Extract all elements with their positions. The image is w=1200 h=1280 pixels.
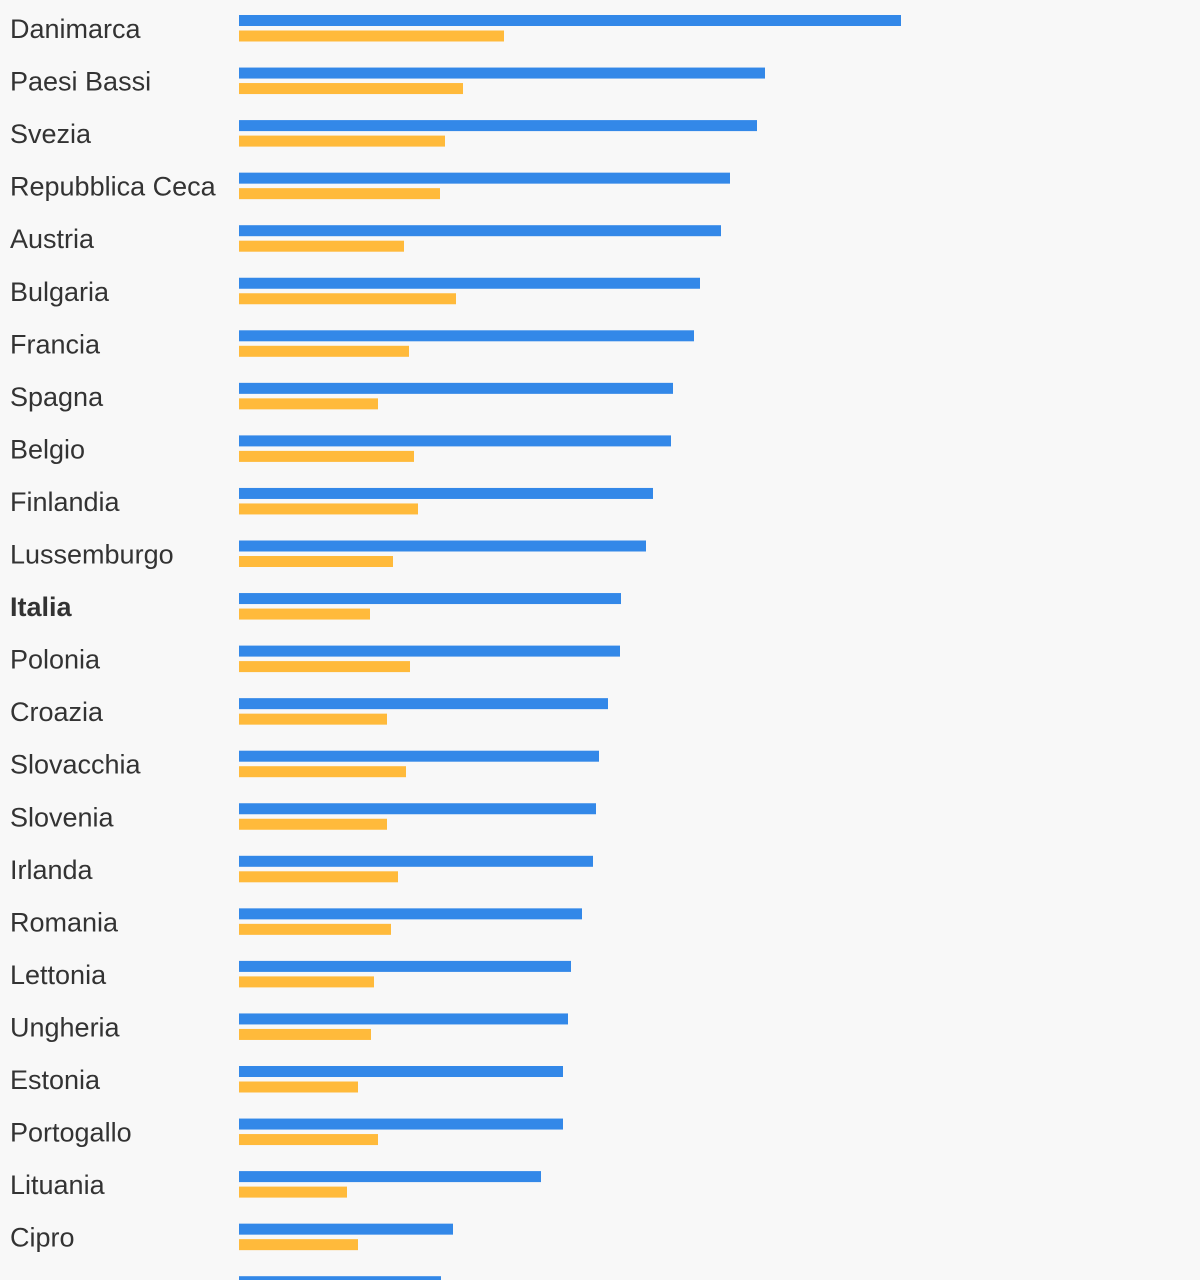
bars bbox=[239, 15, 901, 1280]
bar-estonia-series-2 bbox=[239, 1081, 358, 1093]
bar-repubblica-ceca-series-2 bbox=[239, 188, 440, 200]
bar-austria-series-2 bbox=[239, 240, 404, 252]
category-label-portogallo: Portogallo bbox=[10, 1118, 132, 1148]
category-label-paesi-bassi: Paesi Bassi bbox=[10, 67, 151, 97]
category-label-romania: Romania bbox=[10, 907, 119, 937]
bar-paesi-bassi-series-2 bbox=[239, 83, 463, 95]
bar-croazia-series-2 bbox=[239, 713, 387, 725]
category-label-estonia: Estonia bbox=[10, 1065, 101, 1095]
bar-empty-series-1 bbox=[239, 1276, 441, 1280]
bar-francia-series-1 bbox=[239, 330, 694, 342]
bar-portogallo-series-2 bbox=[239, 1134, 378, 1146]
bar-polonia-series-1 bbox=[239, 645, 620, 657]
category-label-finlandia: Finlandia bbox=[10, 487, 121, 517]
bar-bulgaria-series-2 bbox=[239, 293, 456, 305]
bar-lituania-series-2 bbox=[239, 1186, 347, 1198]
category-label-polonia: Polonia bbox=[10, 645, 101, 675]
bar-cipro-series-1 bbox=[239, 1223, 453, 1235]
category-label-lettonia: Lettonia bbox=[10, 960, 107, 990]
category-label-repubblica-ceca: Repubblica Ceca bbox=[10, 172, 217, 202]
bar-italia-series-2 bbox=[239, 608, 370, 620]
category-label-slovacchia: Slovacchia bbox=[10, 750, 142, 780]
category-label-cipro: Cipro bbox=[10, 1223, 75, 1253]
bar-romania-series-1 bbox=[239, 908, 582, 920]
bar-lituania-series-1 bbox=[239, 1171, 541, 1183]
bar-italia-series-1 bbox=[239, 593, 621, 605]
bar-bulgaria-series-1 bbox=[239, 277, 700, 289]
bar-ungheria-series-2 bbox=[239, 1028, 371, 1040]
bar-danimarca-series-1 bbox=[239, 15, 901, 26]
bar-svezia-series-2 bbox=[239, 135, 445, 147]
category-label-italia: Italia bbox=[10, 592, 73, 622]
bar-polonia-series-2 bbox=[239, 661, 410, 673]
bar-slovenia-series-1 bbox=[239, 803, 596, 815]
bar-lussemburgo-series-2 bbox=[239, 556, 393, 567]
bar-svezia-series-1 bbox=[239, 120, 757, 132]
bar-croazia-series-1 bbox=[239, 698, 608, 710]
category-label-irlanda: Irlanda bbox=[10, 855, 94, 885]
bar-francia-series-2 bbox=[239, 345, 409, 357]
bar-cipro-series-2 bbox=[239, 1239, 358, 1251]
bar-finlandia-series-1 bbox=[239, 487, 653, 499]
bar-danimarca-series-2 bbox=[239, 30, 504, 42]
bar-portogallo-series-1 bbox=[239, 1118, 563, 1130]
bar-lettonia-series-1 bbox=[239, 960, 571, 972]
category-label-austria: Austria bbox=[10, 224, 95, 254]
bar-irlanda-series-2 bbox=[239, 871, 398, 883]
category-labels: Danimarca Paesi Bassi Svezia Repubblica Cec… bbox=[10, 14, 217, 1253]
bar-lussemburgo-series-1 bbox=[239, 540, 646, 552]
bar-estonia-series-1 bbox=[239, 1066, 563, 1077]
category-label-danimarca: Danimarca bbox=[10, 14, 142, 44]
bar-irlanda-series-1 bbox=[239, 855, 593, 867]
category-label-croazia: Croazia bbox=[10, 697, 104, 727]
bar-romania-series-2 bbox=[239, 923, 391, 935]
category-label-bulgaria: Bulgaria bbox=[10, 277, 110, 307]
category-label-francia: Francia bbox=[10, 329, 101, 359]
bar-belgio-series-1 bbox=[239, 435, 671, 447]
bar-ungheria-series-1 bbox=[239, 1013, 568, 1025]
bar-paesi-bassi-series-1 bbox=[239, 67, 765, 79]
bar-finlandia-series-2 bbox=[239, 503, 418, 515]
bar-spagna-series-1 bbox=[239, 382, 673, 394]
category-label-spagna: Spagna bbox=[10, 382, 104, 412]
category-label-slovenia: Slovenia bbox=[10, 802, 115, 832]
category-label-lituania: Lituania bbox=[10, 1170, 106, 1200]
category-label-ungheria: Ungheria bbox=[10, 1012, 121, 1042]
bar-lettonia-series-2 bbox=[239, 976, 374, 988]
category-label-belgio: Belgio bbox=[10, 434, 85, 464]
bar-slovacchia-series-1 bbox=[239, 750, 599, 762]
category-label-svezia: Svezia bbox=[10, 119, 92, 149]
bar-belgio-series-2 bbox=[239, 450, 414, 462]
bar-austria-series-1 bbox=[239, 225, 721, 237]
bar-spagna-series-2 bbox=[239, 398, 378, 410]
bar-slovenia-series-2 bbox=[239, 818, 387, 830]
bar-slovacchia-series-2 bbox=[239, 766, 406, 778]
category-label-lussemburgo: Lussemburgo bbox=[10, 540, 174, 570]
bar-repubblica-ceca-series-1 bbox=[239, 172, 730, 184]
